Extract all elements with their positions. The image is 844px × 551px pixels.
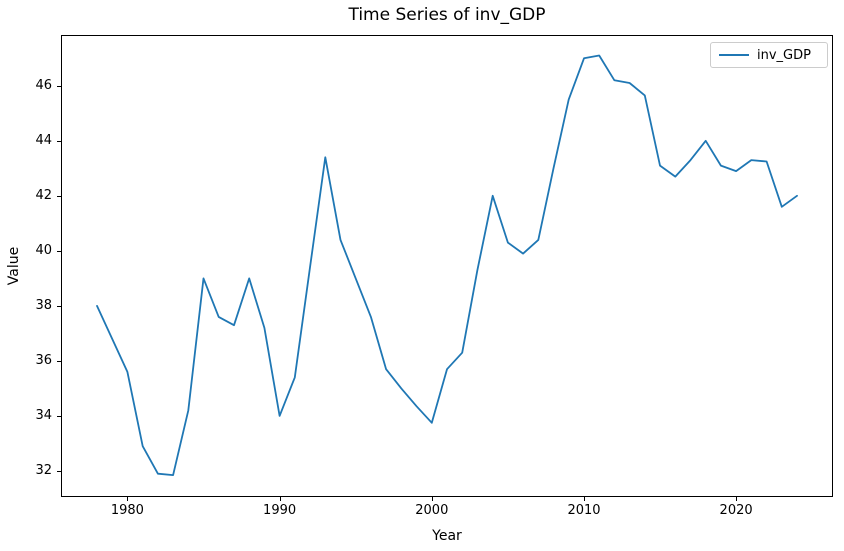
series-line-inv-gdp	[96, 54, 798, 477]
line-plot	[96, 54, 798, 477]
legend-line-sample	[719, 54, 749, 56]
chart-title: Time Series of inv_GDP	[348, 5, 546, 25]
x-tick-label: 2000	[415, 503, 449, 518]
y-axis-label: Value	[6, 246, 22, 286]
x-tick-mark	[279, 497, 281, 501]
legend: inv_GDP	[710, 42, 828, 68]
x-tick-label: 1990	[263, 503, 297, 518]
plot-area: inv_GDP	[61, 35, 833, 497]
legend-label: inv_GDP	[757, 47, 811, 63]
x-tick-label: 1980	[110, 503, 144, 518]
x-tick-label: 2020	[719, 503, 753, 518]
x-tick-label: 2010	[567, 503, 601, 518]
x-axis-label: Year	[432, 528, 462, 544]
x-tick-mark	[127, 497, 129, 501]
x-tick-mark	[736, 497, 738, 501]
x-tick-mark	[584, 497, 585, 501]
x-tick-mark	[431, 497, 433, 501]
